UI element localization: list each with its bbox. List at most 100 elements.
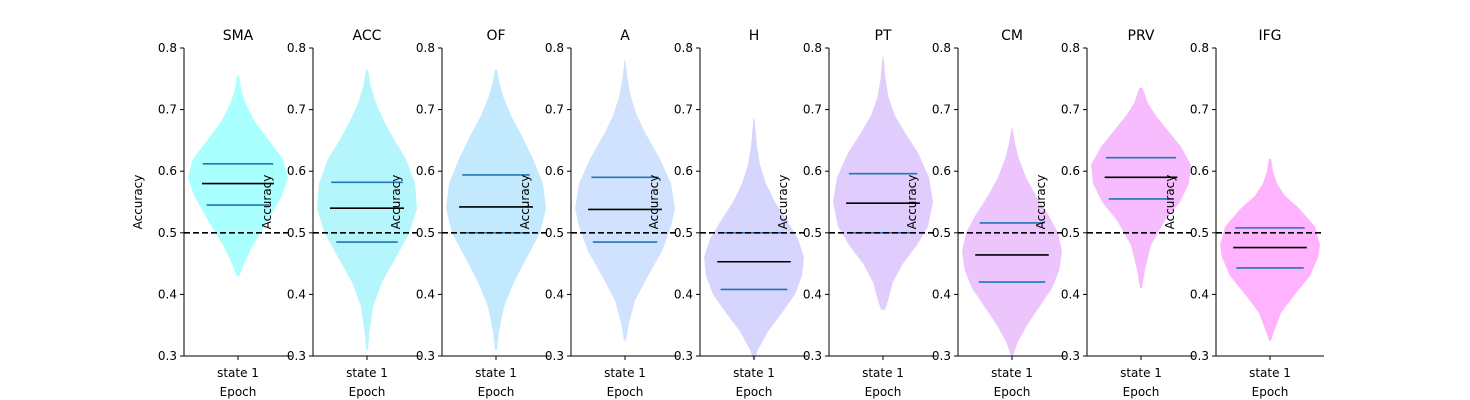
- x-axis-label-prv: Epoch: [1123, 385, 1160, 399]
- violin-cm: [962, 128, 1062, 356]
- y-tick-label-h: 0.7: [674, 103, 693, 117]
- violin-prv: [1091, 88, 1191, 289]
- y-tick-label-cm: 0.6: [932, 164, 951, 178]
- y-tick-label-acc: 0.5: [287, 226, 306, 240]
- y-tick-label-a: 0.4: [545, 287, 564, 301]
- y-axis-label-ifg: Accuracy: [1163, 175, 1177, 230]
- y-tick-label-sma: 0.6: [158, 164, 177, 178]
- y-tick-label-prv: 0.8: [1061, 41, 1080, 55]
- y-tick-label-pt: 0.4: [803, 287, 822, 301]
- y-tick-label-cm: 0.5: [932, 226, 951, 240]
- y-tick-label-ifg: 0.7: [1190, 103, 1209, 117]
- y-tick-label-ifg: 0.3: [1190, 349, 1209, 363]
- x-tick-label-prv: state 1: [1120, 366, 1162, 380]
- y-tick-label-pt: 0.3: [803, 349, 822, 363]
- y-tick-label-cm: 0.3: [932, 349, 951, 363]
- x-axis-label-pt: Epoch: [865, 385, 902, 399]
- y-tick-label-sma: 0.7: [158, 103, 177, 117]
- x-tick-label-sma: state 1: [217, 366, 259, 380]
- violin-ifg: [1220, 158, 1320, 341]
- y-tick-label-acc: 0.3: [287, 349, 306, 363]
- y-tick-label-cm: 0.4: [932, 287, 951, 301]
- y-tick-label-pt: 0.5: [803, 226, 822, 240]
- y-tick-label-acc: 0.4: [287, 287, 306, 301]
- y-tick-label-of: 0.4: [416, 287, 435, 301]
- y-axis-label-h: Accuracy: [647, 175, 661, 230]
- violin-acc: [317, 69, 417, 350]
- y-tick-label-cm: 0.7: [932, 103, 951, 117]
- y-tick-label-prv: 0.5: [1061, 226, 1080, 240]
- violin-h: [704, 118, 804, 360]
- panel-title-of: OF: [486, 28, 505, 44]
- y-axis-label-of: Accuracy: [389, 175, 403, 230]
- y-tick-label-ifg: 0.5: [1190, 226, 1209, 240]
- y-tick-label-prv: 0.7: [1061, 103, 1080, 117]
- y-axis-label-sma: Accuracy: [131, 175, 145, 230]
- y-axis-label-cm: Accuracy: [905, 175, 919, 230]
- y-tick-label-h: 0.4: [674, 287, 693, 301]
- y-tick-label-of: 0.3: [416, 349, 435, 363]
- y-tick-label-acc: 0.7: [287, 103, 306, 117]
- y-tick-label-a: 0.5: [545, 226, 564, 240]
- y-tick-label-ifg: 0.6: [1190, 164, 1209, 178]
- y-tick-label-prv: 0.3: [1061, 349, 1080, 363]
- x-axis-label-a: Epoch: [607, 385, 644, 399]
- x-tick-label-of: state 1: [475, 366, 517, 380]
- violin-a: [575, 60, 675, 341]
- panel-title-cm: CM: [1001, 28, 1023, 44]
- y-tick-label-prv: 0.4: [1061, 287, 1080, 301]
- y-tick-label-sma: 0.5: [158, 226, 177, 240]
- violin-pt: [833, 57, 933, 310]
- y-tick-label-h: 0.3: [674, 349, 693, 363]
- x-axis-label-of: Epoch: [478, 385, 515, 399]
- x-axis-label-acc: Epoch: [349, 385, 386, 399]
- y-tick-label-h: 0.8: [674, 41, 693, 55]
- panel-title-a: A: [620, 28, 630, 44]
- y-tick-label-sma: 0.3: [158, 349, 177, 363]
- y-tick-label-pt: 0.6: [803, 164, 822, 178]
- y-tick-label-of: 0.6: [416, 164, 435, 178]
- x-axis-label-ifg: Epoch: [1252, 385, 1289, 399]
- panel-title-prv: PRV: [1128, 28, 1155, 44]
- panel-title-sma: SMA: [223, 28, 254, 44]
- x-tick-label-pt: state 1: [862, 366, 904, 380]
- y-axis-label-pt: Accuracy: [776, 175, 790, 230]
- y-tick-label-pt: 0.8: [803, 41, 822, 55]
- y-tick-label-pt: 0.7: [803, 103, 822, 117]
- y-tick-label-a: 0.6: [545, 164, 564, 178]
- y-tick-label-of: 0.8: [416, 41, 435, 55]
- x-tick-label-a: state 1: [604, 366, 646, 380]
- violin-of: [446, 69, 546, 350]
- y-tick-label-h: 0.5: [674, 226, 693, 240]
- x-axis-label-cm: Epoch: [994, 385, 1031, 399]
- y-tick-label-cm: 0.8: [932, 41, 951, 55]
- y-tick-label-a: 0.7: [545, 103, 564, 117]
- y-axis-label-prv: Accuracy: [1034, 175, 1048, 230]
- x-tick-label-acc: state 1: [346, 366, 388, 380]
- x-axis-label-h: Epoch: [736, 385, 773, 399]
- y-tick-label-prv: 0.6: [1061, 164, 1080, 178]
- y-tick-label-sma: 0.8: [158, 41, 177, 55]
- x-tick-label-cm: state 1: [991, 366, 1033, 380]
- y-tick-label-ifg: 0.4: [1190, 287, 1209, 301]
- panel-title-acc: ACC: [353, 28, 382, 44]
- y-axis-label-a: Accuracy: [518, 175, 532, 230]
- x-tick-label-h: state 1: [733, 366, 775, 380]
- y-tick-label-acc: 0.6: [287, 164, 306, 178]
- y-tick-label-h: 0.6: [674, 164, 693, 178]
- panel-title-h: H: [749, 28, 760, 44]
- y-tick-label-acc: 0.8: [287, 41, 306, 55]
- panel-title-pt: PT: [875, 28, 892, 44]
- y-tick-label-sma: 0.4: [158, 287, 177, 301]
- y-tick-label-a: 0.8: [545, 41, 564, 55]
- y-tick-label-of: 0.5: [416, 226, 435, 240]
- violin-sma: [188, 75, 288, 276]
- y-tick-label-ifg: 0.8: [1190, 41, 1209, 55]
- panel-title-ifg: IFG: [1258, 28, 1281, 44]
- y-tick-label-a: 0.3: [545, 349, 564, 363]
- y-axis-label-acc: Accuracy: [260, 175, 274, 230]
- x-tick-label-ifg: state 1: [1249, 366, 1291, 380]
- y-tick-label-of: 0.7: [416, 103, 435, 117]
- x-axis-label-sma: Epoch: [220, 385, 257, 399]
